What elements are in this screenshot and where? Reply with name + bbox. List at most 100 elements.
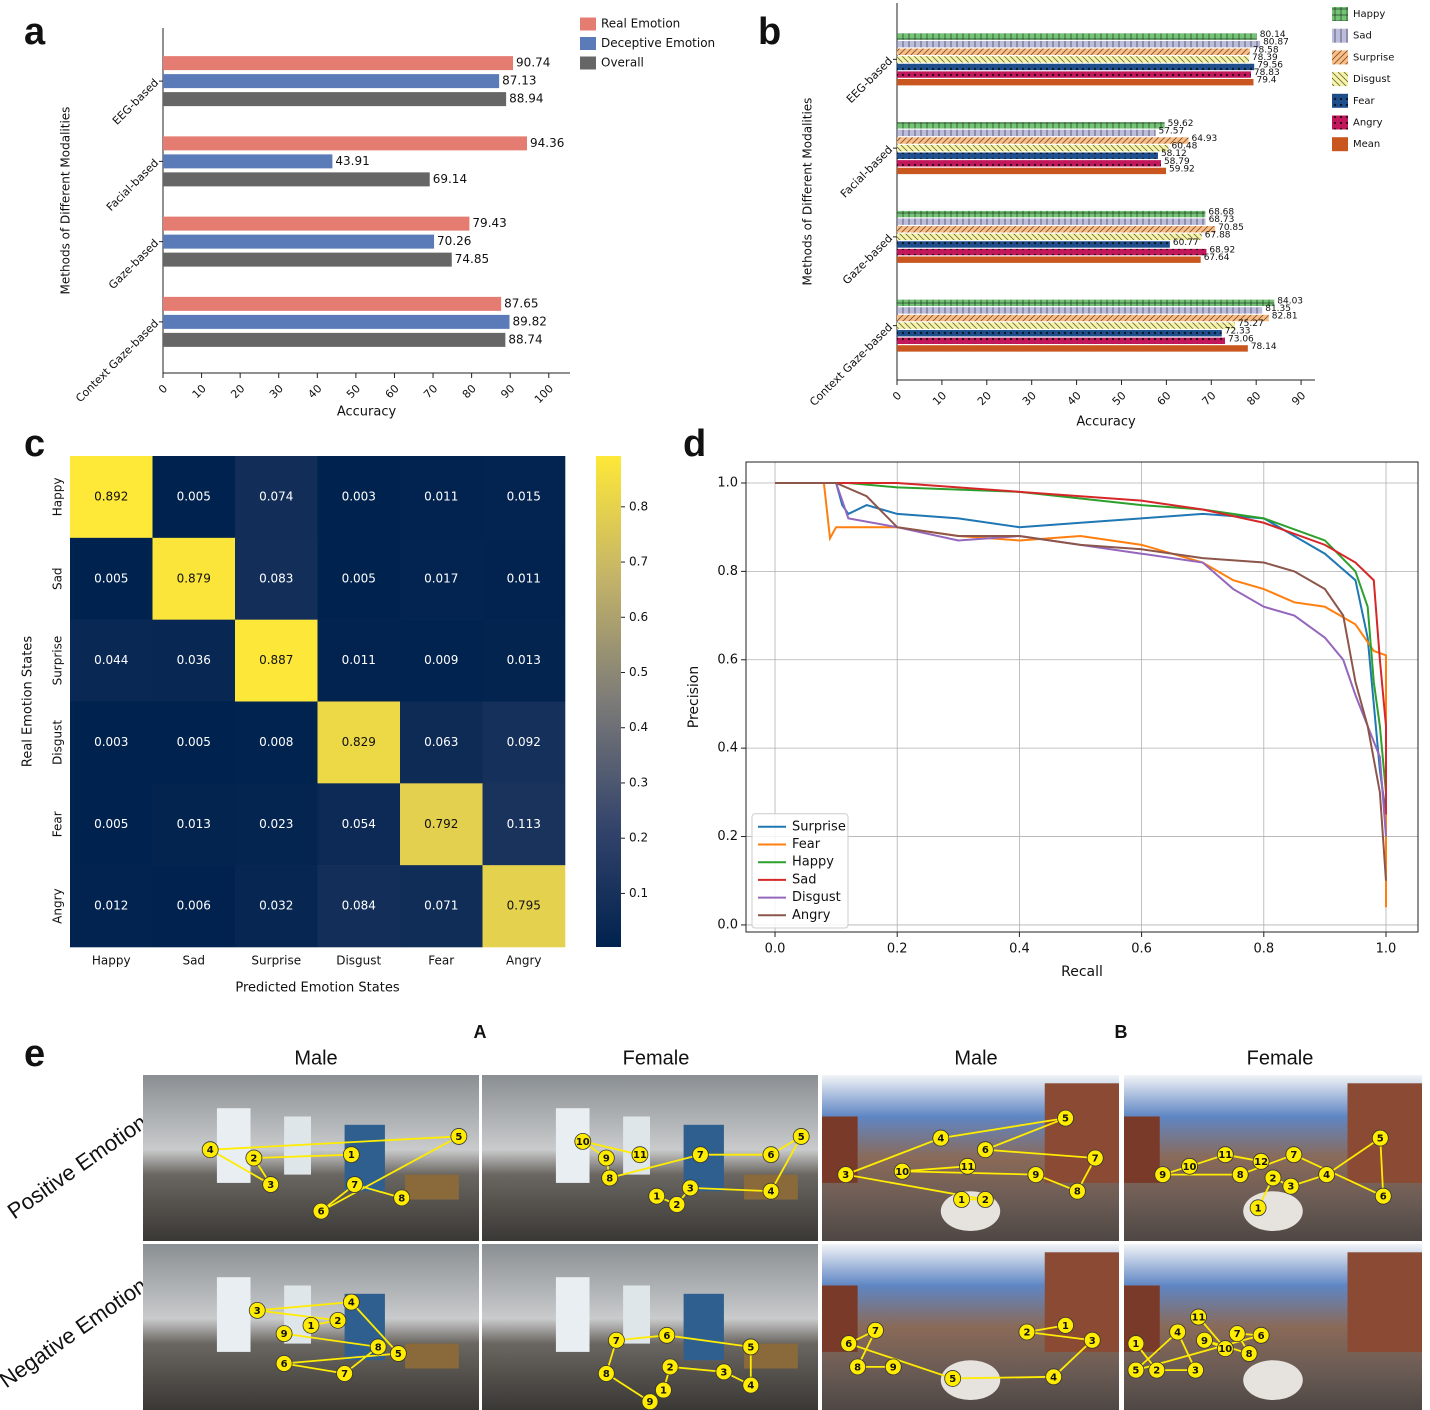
fixation-label: 9 — [281, 1329, 288, 1340]
value-label: 94.36 — [530, 136, 564, 150]
legend-label: Sad — [792, 872, 816, 887]
legend-label: Real Emotion — [601, 17, 680, 31]
fixation-label: 6 — [318, 1207, 325, 1218]
row-label: Positive Emotion — [3, 1109, 152, 1223]
fixation-label: 8 — [1246, 1349, 1253, 1360]
x-tick-label: 80 — [1244, 389, 1263, 408]
x-axis-label: Accuracy — [337, 405, 397, 420]
fixation-label: 2 — [334, 1316, 341, 1327]
legend-swatch — [580, 57, 596, 70]
value-label: 89.82 — [513, 314, 547, 328]
legend-label: Happy — [792, 855, 834, 870]
legend-label: Happy — [1353, 9, 1385, 20]
legend-label: Fear — [792, 837, 821, 852]
y-tick-label: Gaze-based — [840, 232, 895, 287]
fixation-label: 7 — [872, 1326, 879, 1337]
x-tick-label: Surprise — [251, 954, 301, 968]
fixation-label: 11 — [1218, 1150, 1232, 1161]
scene-window — [623, 1286, 650, 1344]
y-tick-label: Context Gaze-based — [807, 321, 895, 409]
fixation-label: 1 — [348, 1150, 355, 1161]
cell-label: 0.092 — [507, 735, 541, 749]
cell-label: 0.003 — [94, 735, 128, 749]
x-axis-label: Accuracy — [1076, 415, 1136, 430]
bar — [897, 168, 1166, 174]
legend-swatch — [580, 37, 596, 50]
value-label: 60.77 — [1173, 238, 1199, 248]
bar — [897, 322, 1235, 328]
scanpath-image: 12345678 — [143, 1075, 479, 1241]
value-label: 67.64 — [1204, 253, 1230, 263]
legend-label: Angry — [1353, 118, 1383, 129]
cell-label: 0.011 — [342, 653, 376, 667]
bar — [897, 49, 1250, 55]
fixation-label: 10 — [1218, 1344, 1232, 1355]
colorbar-tick-label: 0.1 — [629, 886, 648, 900]
scene-furniture — [405, 1175, 459, 1200]
fixation-label: 3 — [254, 1306, 261, 1317]
y-tick-label: Fear — [51, 811, 65, 837]
cell-label: 0.044 — [94, 653, 128, 667]
y-tick-label: EEG-based — [110, 76, 161, 127]
scene-window — [556, 1277, 590, 1352]
y-axis-label: Methods of Different Modalities — [59, 107, 73, 295]
scene-building — [1045, 1083, 1119, 1183]
fixation-label: 1 — [1062, 1321, 1069, 1332]
value-label: 69.14 — [433, 172, 467, 186]
x-tick-label: 0.6 — [1131, 942, 1152, 957]
x-tick-label: 0.2 — [887, 942, 908, 957]
fixation-label: 7 — [613, 1336, 620, 1347]
cell-label: 0.036 — [177, 653, 211, 667]
fixation-label: 4 — [1174, 1327, 1181, 1338]
cell-label: 0.084 — [342, 899, 376, 913]
bar — [897, 249, 1206, 255]
cell-label: 0.017 — [424, 571, 458, 585]
y-axis-label: Real Emotion States — [21, 636, 36, 767]
y-tick-label: Angry — [51, 888, 65, 923]
fixation-label: 8 — [854, 1362, 861, 1373]
bar — [163, 74, 499, 88]
legend-swatch — [1332, 50, 1348, 64]
x-tick-label: 100 — [532, 382, 556, 406]
fixation-label: 2 — [982, 1195, 989, 1206]
x-axis-label: Recall — [1061, 964, 1103, 980]
bar — [163, 235, 434, 249]
bar — [163, 56, 513, 70]
value-label: 57.57 — [1158, 126, 1184, 136]
bar — [897, 315, 1269, 321]
y-tick-label: 0.6 — [717, 652, 738, 667]
panel-letter: b — [758, 11, 781, 53]
cell-label: 0.892 — [94, 489, 128, 503]
value-label: 79.43 — [472, 216, 506, 230]
bar — [897, 211, 1205, 217]
scene-dress — [1243, 1360, 1303, 1400]
fixation-label: 1 — [958, 1195, 965, 1206]
fixation-label: 5 — [949, 1374, 956, 1385]
x-tick-label: 10 — [190, 382, 209, 401]
colorbar-tick-label: 0.5 — [629, 665, 648, 679]
colorbar-tick-label: 0.3 — [629, 775, 648, 789]
scene-building — [1348, 1252, 1423, 1352]
scene-furniture — [405, 1344, 459, 1369]
y-tick-label: Disgust — [51, 720, 65, 765]
x-tick-label: 30 — [1020, 389, 1039, 408]
figure: a b c d e A B Male Female Male Female Po… — [0, 0, 1430, 1410]
legend-swatch — [1332, 7, 1348, 21]
y-tick-label: 1.0 — [717, 475, 738, 490]
cell-label: 0.012 — [94, 899, 128, 913]
fixation-label: 2 — [1023, 1327, 1030, 1338]
fixation-label: 8 — [603, 1369, 610, 1380]
cell-label: 0.005 — [342, 571, 376, 585]
legend-swatch — [1332, 137, 1348, 151]
x-tick-label: 0.0 — [765, 942, 786, 957]
x-tick-label: 0 — [890, 389, 904, 403]
fixation-label: 8 — [375, 1342, 382, 1353]
cell-label: 0.074 — [259, 489, 293, 503]
fixation-label: 9 — [890, 1362, 897, 1373]
bar — [897, 218, 1206, 224]
fixation-label: 6 — [982, 1145, 989, 1156]
legend-label: Mean — [1353, 139, 1380, 150]
scene-furniture — [684, 1294, 724, 1360]
cell-label: 0.054 — [342, 817, 376, 831]
legend-label: Fear — [1353, 96, 1375, 107]
